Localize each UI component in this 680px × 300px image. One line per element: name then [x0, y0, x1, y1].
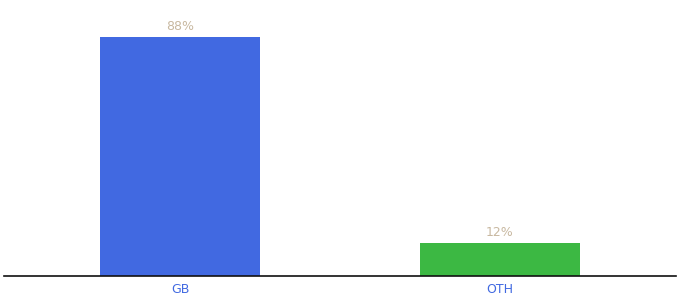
Text: 88%: 88% — [166, 20, 194, 33]
Bar — [420, 243, 580, 276]
Bar — [100, 37, 260, 276]
Text: 12%: 12% — [486, 226, 514, 239]
